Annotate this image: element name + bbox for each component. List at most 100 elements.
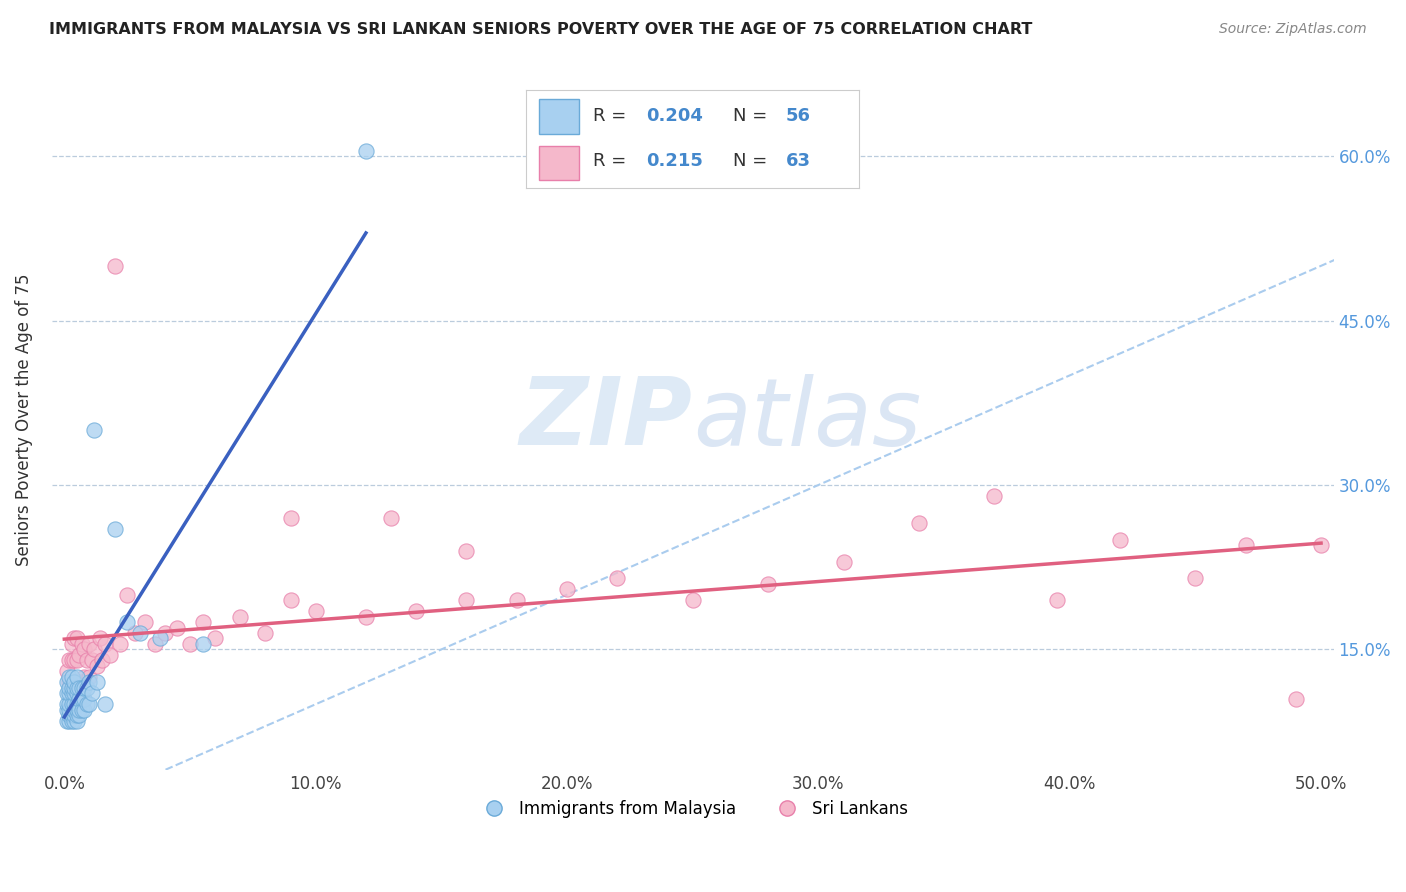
Point [67, 708, 90, 723]
Point [56, 714, 79, 728]
Point [63, 703, 86, 717]
Point [56, 686, 79, 700]
Point [60, 670, 83, 684]
Point [555, 582, 578, 596]
Point [63, 632, 86, 646]
Point [1184, 571, 1206, 585]
Point [56, 698, 79, 712]
Point [58, 675, 80, 690]
Point [58, 703, 80, 717]
Point [149, 632, 172, 646]
Point [254, 626, 277, 640]
Point [60, 686, 83, 700]
Point [134, 615, 156, 629]
Point [66, 686, 89, 700]
Point [60, 681, 83, 695]
Point [60, 637, 83, 651]
Point [73, 691, 96, 706]
Point [66, 714, 89, 728]
Point [229, 609, 252, 624]
Point [56, 703, 79, 717]
Point [60, 653, 83, 667]
Point [66, 653, 89, 667]
Point [67, 681, 90, 695]
Point [115, 615, 138, 629]
Point [60, 714, 83, 728]
Point [103, 259, 125, 273]
Point [58, 708, 80, 723]
Point [67, 691, 90, 706]
Point [280, 511, 302, 525]
Point [76, 681, 98, 695]
Point [354, 144, 377, 158]
Point [89, 632, 111, 646]
Point [124, 626, 146, 640]
Point [405, 604, 427, 618]
Point [66, 681, 89, 695]
Point [179, 637, 201, 651]
Point [456, 543, 478, 558]
Point [1310, 538, 1333, 552]
Text: Source: ZipAtlas.com: Source: ZipAtlas.com [1219, 22, 1367, 37]
Point [1234, 538, 1257, 552]
Point [58, 714, 80, 728]
Point [63, 686, 86, 700]
Point [93, 637, 115, 651]
Point [115, 588, 138, 602]
Point [756, 576, 779, 591]
Point [80, 653, 103, 667]
Point [606, 571, 628, 585]
Point [79, 675, 101, 690]
Point [66, 708, 89, 723]
Point [67, 675, 90, 690]
Point [143, 637, 166, 651]
Point [58, 681, 80, 695]
Point [1285, 691, 1308, 706]
Point [354, 609, 377, 624]
Point [93, 698, 115, 712]
Point [456, 593, 478, 607]
Point [76, 698, 98, 712]
Point [58, 670, 80, 684]
Point [60, 708, 83, 723]
Point [63, 675, 86, 690]
Point [66, 632, 89, 646]
Point [153, 626, 176, 640]
Point [70, 703, 93, 717]
Point [191, 637, 214, 651]
Point [63, 681, 86, 695]
Point [79, 637, 101, 651]
Point [166, 620, 188, 634]
Point [67, 648, 90, 662]
Point [76, 653, 98, 667]
Point [70, 637, 93, 651]
Point [56, 665, 79, 679]
Point [506, 593, 529, 607]
Legend: Immigrants from Malaysia, Sri Lankans: Immigrants from Malaysia, Sri Lankans [471, 794, 914, 825]
Point [63, 698, 86, 712]
Point [1109, 533, 1132, 547]
Point [204, 632, 226, 646]
Point [73, 670, 96, 684]
Point [305, 604, 328, 618]
Point [73, 703, 96, 717]
Point [60, 675, 83, 690]
Point [79, 670, 101, 684]
Point [380, 511, 402, 525]
Point [73, 681, 96, 695]
Point [108, 637, 131, 651]
Point [908, 516, 931, 531]
Point [103, 522, 125, 536]
Point [63, 675, 86, 690]
Point [682, 593, 704, 607]
Point [70, 675, 93, 690]
Point [66, 698, 89, 712]
Point [83, 423, 105, 437]
Point [79, 698, 101, 712]
Point [70, 681, 93, 695]
Point [80, 686, 103, 700]
Text: IMMIGRANTS FROM MALAYSIA VS SRI LANKAN SENIORS POVERTY OVER THE AGE OF 75 CORREL: IMMIGRANTS FROM MALAYSIA VS SRI LANKAN S… [49, 22, 1032, 37]
Point [66, 675, 89, 690]
Point [63, 708, 86, 723]
Point [70, 691, 93, 706]
